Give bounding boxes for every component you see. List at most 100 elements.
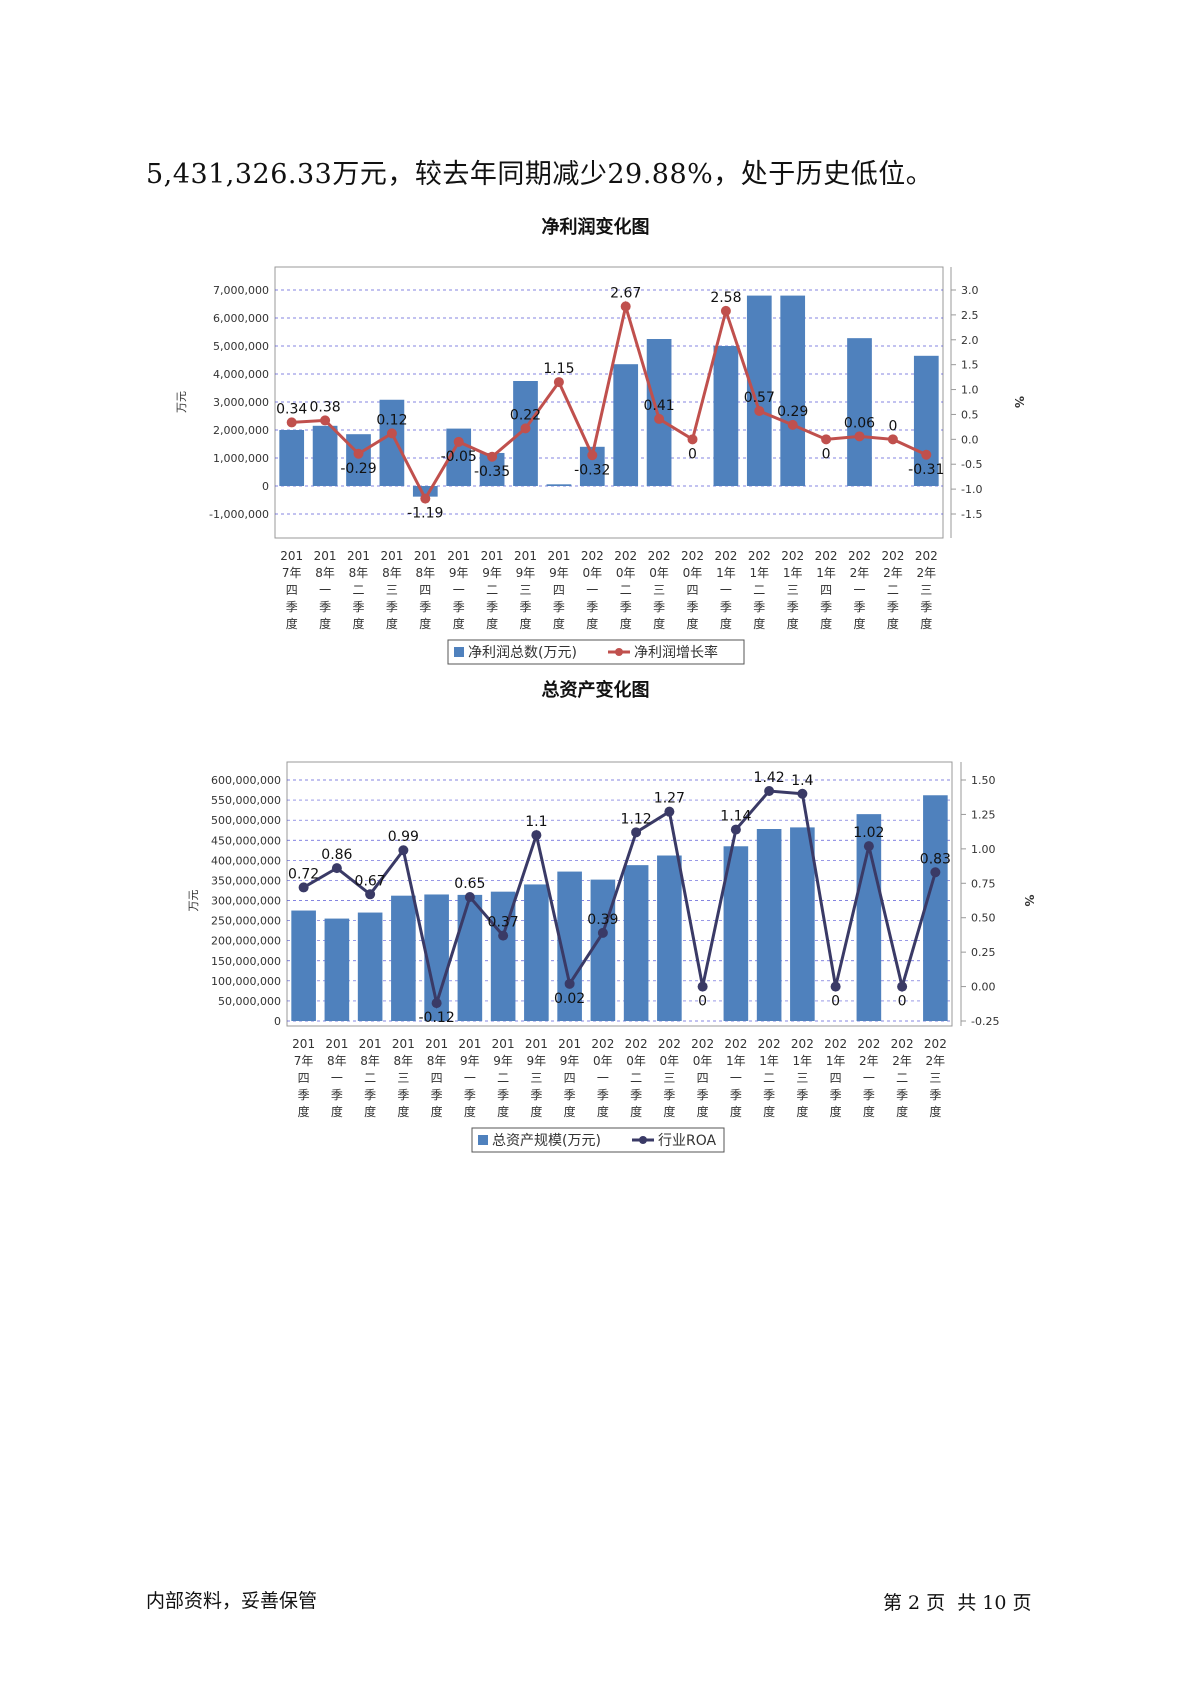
- left-tick-label: 6,000,000: [213, 312, 269, 325]
- right-tick-label: -0.25: [971, 1015, 999, 1028]
- line-point: [286, 417, 297, 428]
- x-tick-label: 1年: [726, 1054, 746, 1068]
- left-tick-label: 4,000,000: [213, 368, 269, 381]
- data-label: 1.4: [791, 773, 813, 789]
- line-point: [921, 449, 932, 460]
- x-tick-label: 2年: [892, 1054, 912, 1068]
- x-tick-label: 202: [648, 549, 671, 563]
- right-tick-label: 1.00: [971, 843, 996, 856]
- x-tick-label: 1年: [716, 566, 736, 580]
- x-tick-label: 2年: [859, 1054, 879, 1068]
- x-tick-label: 四: [553, 583, 565, 597]
- x-tick-label: 度: [519, 616, 531, 631]
- left-axis-title: 万元: [175, 391, 188, 413]
- x-tick-label: 一: [319, 583, 331, 597]
- bar: [524, 884, 549, 1021]
- x-tick-label: 季: [663, 1088, 675, 1102]
- x-tick-label: 度: [397, 1104, 409, 1119]
- x-tick-label: 季: [863, 1088, 875, 1102]
- right-tick-label: 1.5: [961, 359, 979, 372]
- bar: [513, 381, 538, 486]
- x-tick-label: 季: [796, 1088, 808, 1102]
- x-tick-label: 202: [714, 549, 737, 563]
- x-tick-label: 季: [298, 1088, 310, 1102]
- x-tick-label: 0年: [660, 1054, 680, 1068]
- x-tick-label: 三: [397, 1071, 409, 1085]
- data-label: 0.67: [355, 873, 386, 889]
- x-tick-label: 0年: [626, 1054, 646, 1068]
- x-tick-label: 度: [620, 616, 632, 631]
- line-point: [787, 419, 798, 430]
- data-label: 0: [688, 446, 697, 462]
- right-tick-label: 0.5: [961, 408, 979, 421]
- line-point: [531, 830, 542, 841]
- bar: [324, 918, 350, 1021]
- line-point: [331, 863, 342, 874]
- x-tick-label: 度: [319, 616, 331, 631]
- x-tick-label: 季: [730, 1088, 742, 1102]
- x-tick-label: 季: [763, 1088, 775, 1102]
- x-tick-label: 度: [298, 1104, 310, 1119]
- left-tick-label: 0: [262, 480, 269, 493]
- left-tick-label: 1,000,000: [213, 452, 269, 465]
- bar: [646, 339, 672, 486]
- x-tick-label: 201: [380, 549, 403, 563]
- x-tick-label: 202: [848, 549, 871, 563]
- intro-text: 5,431,326.33万元，较去年同期减少29.88%，处于历史低位。: [146, 159, 934, 190]
- x-tick-label: 二: [887, 583, 899, 597]
- legend-line-label: 行业ROA: [658, 1133, 717, 1149]
- x-tick-label: 度: [331, 1104, 343, 1119]
- x-tick-label: 度: [553, 616, 565, 631]
- x-tick-label: 度: [364, 1104, 376, 1119]
- x-tick-label: 1年: [759, 1054, 779, 1068]
- x-tick-label: 三: [663, 1071, 675, 1085]
- right-tick-label: 2.5: [961, 309, 979, 322]
- x-tick-label: 202: [691, 1037, 714, 1051]
- x-tick-label: 三: [519, 583, 531, 597]
- x-tick-label: 度: [796, 1104, 808, 1119]
- line-point: [365, 889, 376, 900]
- bar: [913, 355, 939, 486]
- bar: [457, 894, 483, 1021]
- line-point: [631, 827, 642, 838]
- x-tick-label: 8年: [349, 566, 369, 580]
- x-tick-label: 度: [464, 1104, 476, 1119]
- right-axis-title: %: [1012, 396, 1026, 408]
- bar: [590, 879, 616, 1021]
- x-tick-label: 二: [497, 1071, 509, 1085]
- bar: [657, 855, 682, 1021]
- line-point: [863, 841, 874, 852]
- x-tick-label: 一: [586, 583, 598, 597]
- data-label: 0.72: [288, 866, 319, 882]
- bar: [346, 434, 371, 486]
- data-label: 1.14: [720, 809, 751, 825]
- x-tick-label: 一: [730, 1071, 742, 1085]
- left-tick-label: 250,000,000: [211, 915, 281, 928]
- x-tick-label: 一: [464, 1071, 476, 1085]
- line-point: [431, 998, 442, 1009]
- line-point: [564, 978, 575, 989]
- bar: [923, 795, 948, 1021]
- x-tick-label: 度: [753, 616, 765, 631]
- x-tick-label: 202: [791, 1037, 814, 1051]
- x-tick-label: 二: [763, 1071, 775, 1085]
- x-tick-label: 8年: [394, 1054, 414, 1068]
- x-tick-label: 三: [386, 583, 398, 597]
- legend-box: [471, 1127, 725, 1153]
- x-tick-label: 季: [486, 600, 498, 614]
- data-label: 1.15: [543, 361, 574, 377]
- x-tick-label: 8年: [327, 1054, 347, 1068]
- x-tick-label: 季: [564, 1088, 576, 1102]
- data-label: 0: [831, 994, 840, 1010]
- x-tick-label: 四: [419, 583, 431, 597]
- footer-confidential: 内部资料，妥善保管: [146, 1590, 318, 1612]
- x-tick-label: 201: [425, 1037, 448, 1051]
- line-point: [797, 788, 808, 799]
- line-point: [821, 434, 832, 445]
- x-tick-label: 度: [453, 616, 465, 631]
- x-tick-label: 202: [614, 549, 637, 563]
- data-label: 0.29: [777, 404, 808, 420]
- x-tick-label: 202: [591, 1037, 614, 1051]
- x-tick-label: 度: [853, 616, 865, 631]
- right-tick-label: -1.5: [961, 508, 982, 521]
